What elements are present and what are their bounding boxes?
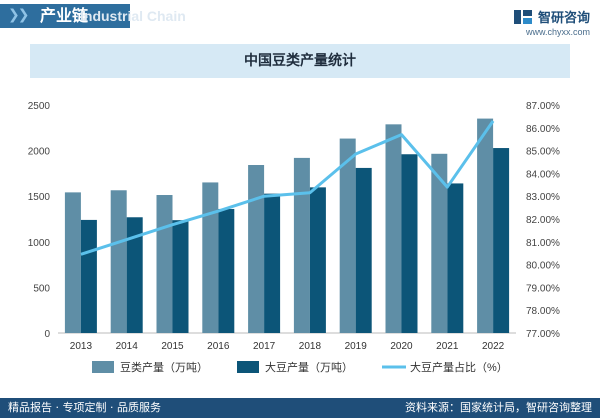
brand-name: 智研咨询: [537, 11, 590, 26]
y-right-tick-label: 82.00%: [526, 215, 560, 226]
x-tick-label: 2016: [207, 341, 230, 352]
y-right-tick-label: 79.00%: [526, 283, 560, 294]
header-band: ❯❯ 产业链 Industrial Chain 智研咨询 www.chyxx.c…: [0, 0, 600, 40]
chart-title-box: 中国豆类产量统计: [30, 44, 570, 78]
x-tick-label: 2013: [70, 341, 93, 352]
x-tick-label: 2017: [253, 341, 276, 352]
bar-legume: [202, 182, 219, 333]
y-right-tick-label: 83.00%: [526, 192, 560, 203]
bar-legume: [156, 195, 173, 333]
y-left-tick-label: 1500: [28, 192, 51, 203]
header-ghost-text: Industrial Chain: [80, 8, 186, 24]
y-right-tick-label: 81.00%: [526, 238, 560, 249]
header-bar: [0, 4, 130, 28]
bar-legume: [110, 190, 127, 333]
bar-legume: [477, 118, 494, 333]
y-right-tick-label: 85.00%: [526, 147, 560, 158]
y-right-tick-label: 84.00%: [526, 169, 560, 180]
bar-soybean: [218, 208, 235, 333]
legend-label: 大豆产量占比（%）: [410, 360, 508, 374]
chart-title: 中国豆类产量统计: [244, 53, 356, 69]
bar-soybean: [355, 167, 372, 333]
x-tick-label: 2019: [345, 341, 368, 352]
x-tick-label: 2021: [436, 341, 459, 352]
bar-soybean: [172, 220, 189, 333]
header-title: 产业链: [40, 6, 89, 25]
y-left-tick-label: 1000: [28, 238, 51, 249]
line-soybean-share: [80, 120, 495, 256]
bar-legume: [248, 165, 265, 333]
y-right-tick-label: 86.00%: [526, 124, 560, 135]
legend-label: 豆类产量（万吨）: [120, 360, 208, 374]
bar-legume: [64, 192, 81, 333]
bar-soybean: [309, 187, 326, 333]
x-tick-label: 2020: [390, 341, 413, 352]
x-tick-label: 2015: [161, 341, 184, 352]
y-right-tick-label: 87.00%: [526, 101, 560, 112]
y-left-tick-label: 500: [33, 283, 50, 294]
footer-source: 资料来源：国家统计局，智研咨询整理: [405, 401, 592, 414]
y-right-tick-label: 77.00%: [526, 329, 560, 340]
bar-soybean: [264, 193, 281, 333]
bar-legume: [293, 157, 310, 333]
brand-logo-icon: [513, 9, 532, 24]
bar-soybean: [447, 183, 464, 333]
bar-soybean: [493, 148, 510, 333]
y-left-tick-label: 0: [44, 329, 50, 340]
brand-url: www.chyxx.com: [525, 27, 590, 37]
bar-legume: [385, 124, 402, 333]
bar-soybean: [80, 219, 97, 333]
double-chevron-icon: ❯❯: [8, 7, 30, 23]
y-left-tick-label: 2500: [28, 101, 51, 112]
bar-soybean: [126, 217, 143, 333]
y-left-tick-label: 2000: [28, 147, 51, 158]
bar-legume: [431, 153, 448, 333]
x-tick-label: 2014: [116, 341, 139, 352]
y-right-tick-label: 78.00%: [526, 306, 560, 317]
legend-swatch: [92, 361, 114, 373]
brand: 智研咨询 www.chyxx.com: [513, 6, 590, 37]
footer-bar: 精品报告 · 专项定制 · 品质服务 资料来源：国家统计局，智研咨询整理: [0, 398, 600, 418]
footer-slogan: 精品报告 · 专项定制 · 品质服务: [8, 401, 161, 414]
y-right-tick-label: 80.00%: [526, 261, 560, 272]
x-tick-label: 2022: [482, 341, 505, 352]
bar-soybean: [401, 154, 418, 333]
bar-legume: [339, 138, 356, 333]
legend-label: 大豆产量（万吨）: [265, 360, 353, 374]
legend-swatch: [237, 361, 259, 373]
x-tick-label: 2018: [299, 341, 322, 352]
